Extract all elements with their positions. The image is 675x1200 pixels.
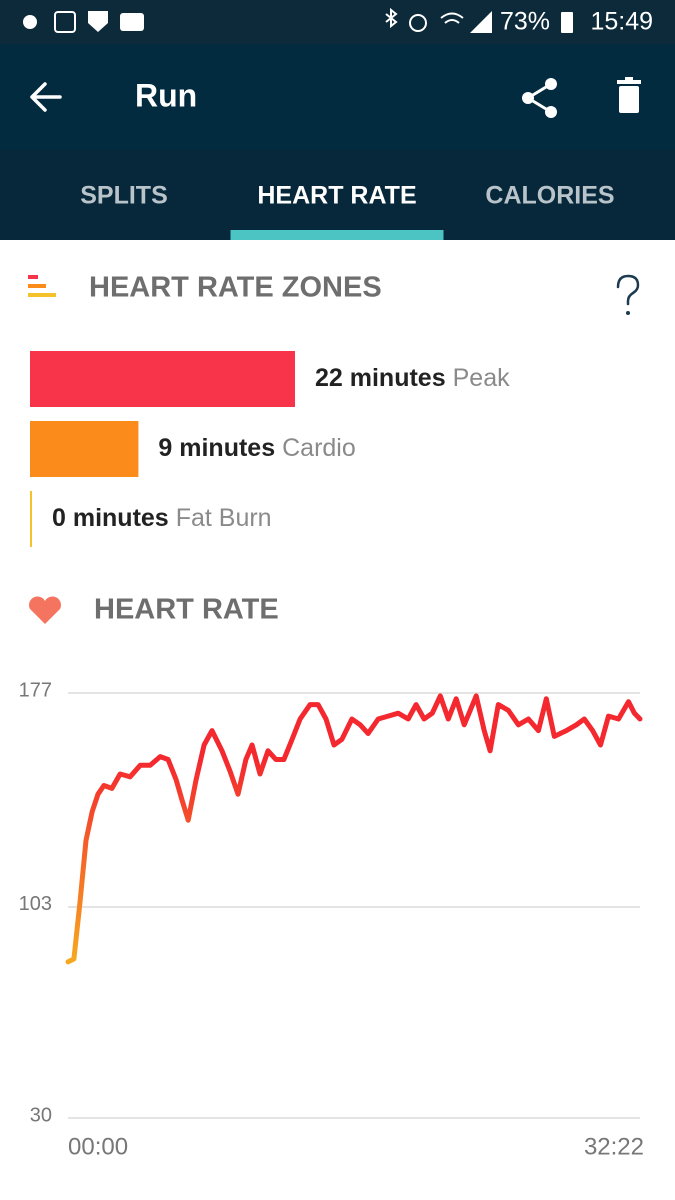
zone-label: 0 minutes Fat Burn xyxy=(52,504,272,532)
tab[interactable]: HEART RATE xyxy=(257,182,416,210)
zone-name: Fat Burn xyxy=(176,504,272,532)
alarm-icon xyxy=(409,14,427,32)
heart-icon xyxy=(28,596,61,624)
zone-minutes: 22 minutes xyxy=(315,364,446,392)
section-title: HEART RATE ZONES xyxy=(89,272,382,304)
signal-icon xyxy=(470,11,492,33)
app-bar xyxy=(0,44,675,150)
x-tick-label: 32:22 xyxy=(584,1133,644,1160)
x-tick-label: 00:00 xyxy=(68,1133,128,1160)
zone-name: Cardio xyxy=(282,434,356,462)
status-icons xyxy=(23,7,573,33)
screen-title: Run xyxy=(135,77,197,113)
tab-indicator xyxy=(230,230,444,240)
y-tick-label: 177 xyxy=(19,679,52,701)
zone-bar xyxy=(30,491,32,547)
wifi-icon xyxy=(440,12,464,24)
fitbit-icon xyxy=(54,11,76,33)
delete-button[interactable] xyxy=(617,77,641,113)
zone-minutes: 0 minutes xyxy=(52,504,169,532)
heart-rate-line xyxy=(65,693,643,965)
trash-lid xyxy=(617,80,641,84)
tab-bar xyxy=(0,150,675,240)
bluetooth-icon xyxy=(385,7,398,29)
zone-bar xyxy=(30,421,139,477)
zone-label: 9 minutes Cardio xyxy=(158,434,355,462)
share-button[interactable] xyxy=(522,78,557,118)
voicemail-icon xyxy=(120,13,144,31)
shield-icon xyxy=(88,11,108,32)
icon-bar xyxy=(28,284,46,288)
share-link xyxy=(525,82,552,114)
tab[interactable]: SPLITS xyxy=(80,182,168,210)
zone-name: Peak xyxy=(453,364,510,392)
help-icon xyxy=(616,274,640,306)
zone-list: 22 minutes Peak 9 minutes Cardio 0 minutes Fa… xyxy=(30,351,510,547)
clock: 15:49 xyxy=(590,8,653,36)
tabs: SPLITS HEART RATE CALORIES xyxy=(80,182,615,240)
icon-bar xyxy=(28,293,56,297)
chart-title: HEART RATE xyxy=(94,594,279,626)
trash-body xyxy=(619,86,639,113)
y-tick-label: 103 xyxy=(19,893,52,915)
help-dot xyxy=(626,311,630,315)
battery-icon xyxy=(561,12,573,33)
icon-bar xyxy=(28,275,38,279)
zone-bar xyxy=(30,351,295,407)
back-button[interactable] xyxy=(30,82,62,112)
trash-handle xyxy=(625,77,633,81)
tab[interactable]: CALORIES xyxy=(485,182,614,210)
help-button[interactable] xyxy=(616,274,640,315)
zone-minutes: 9 minutes xyxy=(158,434,275,462)
battery-level: 73% xyxy=(500,8,550,36)
heart-rate-chart: 30 103 177 00:00 32:22 xyxy=(19,679,644,1160)
y-tick-label: 30 xyxy=(30,1104,52,1126)
notification-icon xyxy=(23,15,37,29)
zone-label: 22 minutes Peak xyxy=(315,364,510,392)
zones-icon xyxy=(28,275,56,297)
